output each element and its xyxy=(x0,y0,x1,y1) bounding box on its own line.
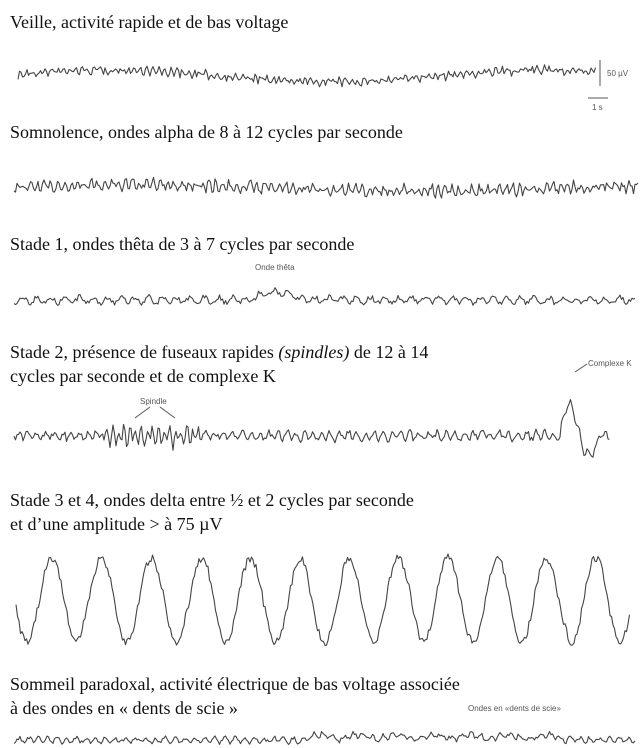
section-title: Stade 1, ondes thêta de 3 à 7 cycles par… xyxy=(10,234,354,254)
eeg-trace xyxy=(13,287,636,306)
eeg-trace xyxy=(13,730,636,745)
annotation: Complexe K xyxy=(588,359,632,368)
scale-label: 1 s xyxy=(592,103,603,112)
eeg-trace xyxy=(13,399,610,458)
pointer xyxy=(134,406,176,419)
section-title: cycles par seconde et de complexe K xyxy=(10,366,276,386)
annotation: Onde thêta xyxy=(255,263,295,272)
eeg-trace xyxy=(17,64,597,88)
annotation: Spindle xyxy=(140,397,167,406)
eeg-trace xyxy=(15,553,631,646)
eeg-trace xyxy=(13,176,639,199)
section-title: Stade 3 et 4, ondes delta entre ½ et 2 c… xyxy=(10,490,414,510)
section-title: Stade 2, présence de fuseaux rapides (sp… xyxy=(10,342,428,363)
section-title: et d’une amplitude > à 75 µV xyxy=(10,514,222,534)
scale-bar xyxy=(588,60,608,99)
annotation: Ondes en «dents de scie» xyxy=(468,704,562,713)
section-title: à des ondes en « dents de scie » xyxy=(10,698,238,718)
pointer xyxy=(574,363,588,373)
section-title: Sommeil paradoxal, activité électrique d… xyxy=(10,674,460,694)
section-title: Veille, activité rapide et de bas voltag… xyxy=(10,12,288,32)
scale-label: 50 µV xyxy=(607,69,629,78)
section-title: Somnolence, ondes alpha de 8 à 12 cycles… xyxy=(10,122,403,142)
